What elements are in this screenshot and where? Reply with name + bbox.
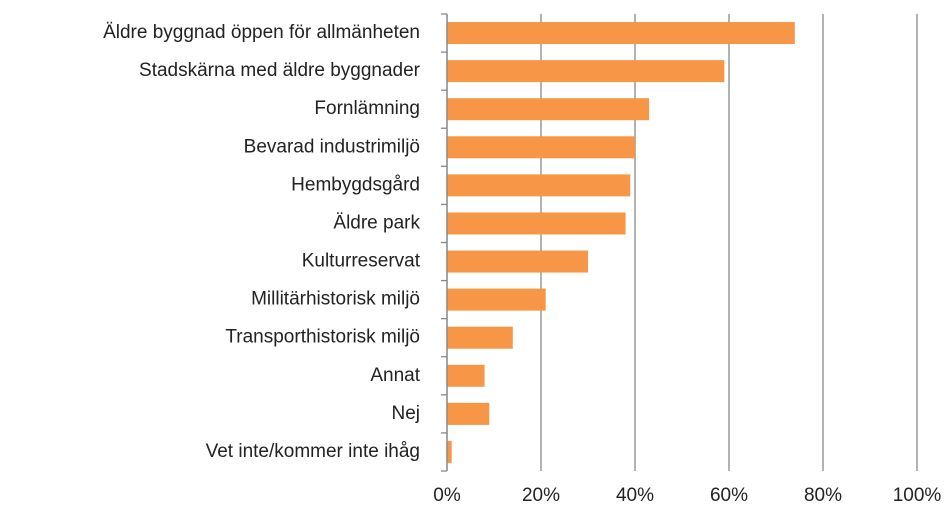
bar xyxy=(447,98,650,121)
y-tick-label: Millitärhistorisk miljö xyxy=(251,289,420,310)
bar xyxy=(447,22,795,45)
bar xyxy=(447,174,631,197)
y-tick-label: Kulturreservat xyxy=(302,251,421,272)
x-tick-label: 20% xyxy=(522,485,560,506)
bar xyxy=(447,136,635,159)
y-tick-label: Äldre byggnad öppen för allmänheten xyxy=(103,22,420,43)
y-tick-label: Hembygdsgård xyxy=(291,174,420,195)
y-tick-label: Vet inte/kommer inte ihåg xyxy=(206,441,420,462)
y-tick-label: Stadskärna med äldre byggnader xyxy=(139,60,421,81)
y-tick-label: Annat xyxy=(370,365,420,386)
bar xyxy=(447,402,490,425)
x-tick-label: 40% xyxy=(616,485,654,506)
y-tick-label: Äldre park xyxy=(333,212,420,233)
y-tick-label: Fornlämning xyxy=(314,98,420,119)
y-tick-label: Bevarad industrimiljö xyxy=(244,136,420,157)
x-tick-label: 100% xyxy=(893,485,942,506)
y-tick-label: Transporthistorisk miljö xyxy=(225,327,420,348)
x-tick-label: 0% xyxy=(433,485,461,506)
bar xyxy=(447,326,513,349)
bar xyxy=(447,212,626,235)
bar xyxy=(447,364,485,387)
x-tick-label: 60% xyxy=(710,485,748,506)
bar xyxy=(447,60,725,83)
bar xyxy=(447,440,452,463)
bar xyxy=(447,250,588,273)
bar xyxy=(447,288,546,311)
x-tick-label: 80% xyxy=(804,485,842,506)
y-tick-label: Nej xyxy=(391,403,420,424)
